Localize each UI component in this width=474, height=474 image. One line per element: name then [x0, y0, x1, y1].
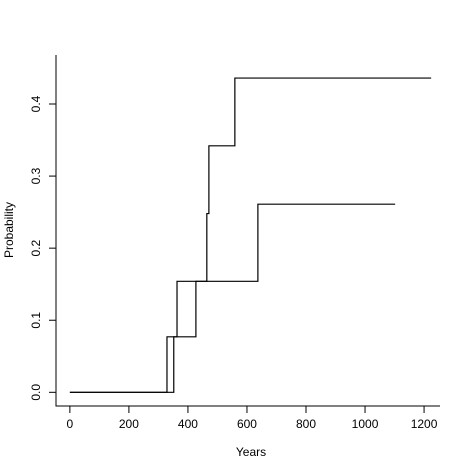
step-line [69, 203, 396, 393]
x-tick-label: 0 [67, 417, 74, 431]
x-axis-label: Years [236, 445, 266, 459]
axis-frame [55, 55, 440, 407]
x-tick-label: 400 [178, 417, 198, 431]
x-tick-label: 1200 [411, 417, 438, 431]
x-tick-label: 200 [119, 417, 139, 431]
y-tick-label: 0.4 [29, 95, 43, 112]
y-axis-label: Probability [2, 202, 16, 258]
x-tick-label: 1000 [352, 417, 379, 431]
y-tick-label: 0.0 [29, 384, 43, 401]
step-line [69, 77, 432, 393]
y-tick-label: 0.1 [29, 312, 43, 329]
x-tick-label: 600 [237, 417, 257, 431]
x-tick-label: 800 [296, 417, 316, 431]
y-tick-label: 0.2 [29, 239, 43, 256]
y-tick-label: 0.3 [29, 167, 43, 184]
